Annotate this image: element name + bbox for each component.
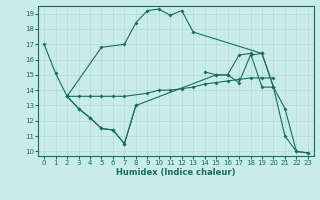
X-axis label: Humidex (Indice chaleur): Humidex (Indice chaleur) — [116, 168, 236, 177]
